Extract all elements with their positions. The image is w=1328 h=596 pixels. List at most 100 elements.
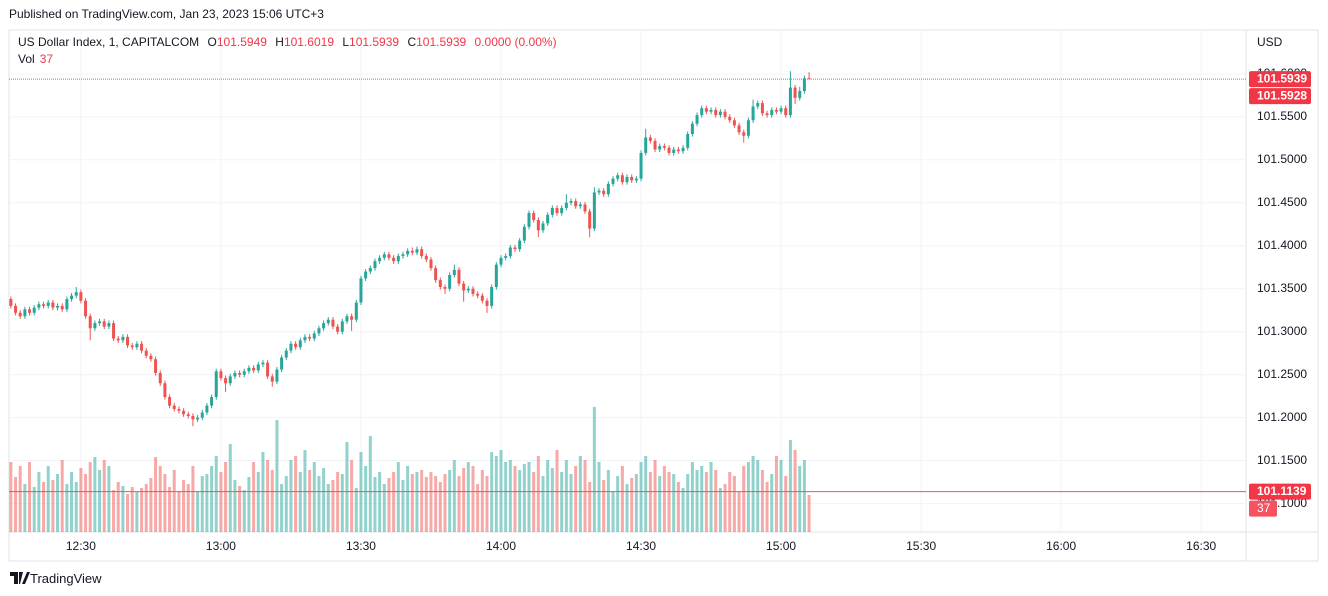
volume-bar (616, 476, 620, 532)
candle-body (303, 336, 307, 341)
volume-bar (280, 484, 284, 532)
candle-body (732, 120, 736, 126)
candle-body (256, 364, 260, 371)
candle-body (662, 146, 666, 148)
candle-body (406, 250, 410, 255)
brand: TradingView (10, 571, 102, 586)
candle-body (485, 300, 489, 306)
candle-body (154, 359, 158, 373)
candle-body (102, 321, 106, 327)
volume-bar (723, 484, 727, 532)
volume-bar (564, 460, 568, 532)
pane-frame (8, 29, 1319, 562)
volume-bar (65, 484, 69, 532)
volume-bar (340, 474, 344, 532)
candle-body (639, 152, 643, 179)
candle-body (345, 316, 349, 322)
volume-bar (298, 472, 302, 532)
volume-bar (289, 460, 293, 532)
candle-body (429, 259, 433, 269)
volume-bar (18, 466, 22, 532)
volume-bar (448, 470, 452, 532)
open-value: 101.5949 (216, 35, 267, 49)
volume-bar (205, 474, 209, 532)
volume-bar (662, 466, 666, 532)
volume-bar (592, 407, 596, 532)
volume-bar (303, 450, 307, 532)
candle-body (238, 372, 242, 375)
volume-bar (191, 466, 195, 532)
candle-body (107, 323, 111, 327)
low-value: 101.5939 (349, 35, 400, 49)
candle-body (121, 336, 125, 341)
volume-bar (196, 492, 200, 532)
y-tick-label: 101.2000 (1257, 410, 1307, 424)
candle-body (84, 300, 88, 317)
volume-bar (37, 472, 41, 532)
volume-bar (392, 472, 396, 532)
volume-bar (242, 490, 246, 532)
y-tick-label: 101.4500 (1257, 195, 1307, 209)
candle-body (494, 264, 498, 288)
volume-bar (667, 472, 671, 532)
x-tick-label: 16:30 (1186, 539, 1216, 553)
candle-body (793, 87, 797, 98)
candle-body (756, 103, 760, 107)
volume-bar (653, 460, 657, 532)
volume-bar (401, 480, 405, 532)
candle-body (462, 283, 466, 291)
volume-bar (107, 466, 111, 532)
candle-body (508, 247, 512, 257)
candle-body (336, 326, 340, 332)
x-tick-label: 14:00 (486, 539, 516, 553)
volume-bar (597, 462, 601, 532)
volume-bar (98, 470, 102, 532)
candle-body (294, 343, 298, 348)
candle-body (317, 328, 321, 334)
volume-bar (634, 474, 638, 532)
volume-bar (793, 450, 797, 532)
candle-body (592, 192, 596, 229)
candle-body (359, 278, 363, 303)
volume-bar (536, 456, 540, 532)
candle-body (32, 307, 36, 313)
volume-bar (140, 488, 144, 532)
currency: USD (1257, 35, 1283, 49)
candle-body (350, 316, 354, 320)
candle-body (373, 261, 377, 269)
volume-bar (690, 462, 694, 532)
ask-price-label: 101.5928 (1257, 88, 1307, 102)
y-tick-label: 101.1500 (1257, 453, 1307, 467)
volume-bar (252, 462, 256, 532)
candle-body (196, 417, 200, 420)
candle-body (401, 254, 405, 257)
candle-body (518, 240, 522, 250)
candle-body (760, 103, 764, 114)
candle-body (378, 257, 382, 262)
volume-bar (144, 484, 148, 532)
candle-body (28, 309, 32, 313)
volume-bar (14, 477, 18, 532)
volume-bar (779, 460, 783, 532)
candle-body (210, 397, 214, 406)
candle-body (14, 305, 18, 313)
candle-body (368, 268, 372, 272)
x-tick-label: 13:30 (346, 539, 376, 553)
candle-body (695, 115, 699, 124)
x-tick-label: 16:00 (1046, 539, 1076, 553)
candle-body (676, 149, 680, 152)
candle-body (802, 78, 806, 92)
volume-bar (555, 450, 559, 532)
volume-bar (742, 466, 746, 532)
volume-bar (527, 462, 531, 532)
candle-body (56, 305, 60, 308)
volume-bar (695, 470, 699, 532)
volume-bar (630, 478, 634, 532)
candle-body (690, 123, 694, 135)
y-tick-label: 101.5500 (1257, 109, 1307, 123)
candle-body (98, 321, 102, 324)
candle-body (382, 254, 386, 258)
candle-body (392, 257, 396, 262)
volume-bar (485, 476, 489, 532)
volume-bar (466, 462, 470, 532)
